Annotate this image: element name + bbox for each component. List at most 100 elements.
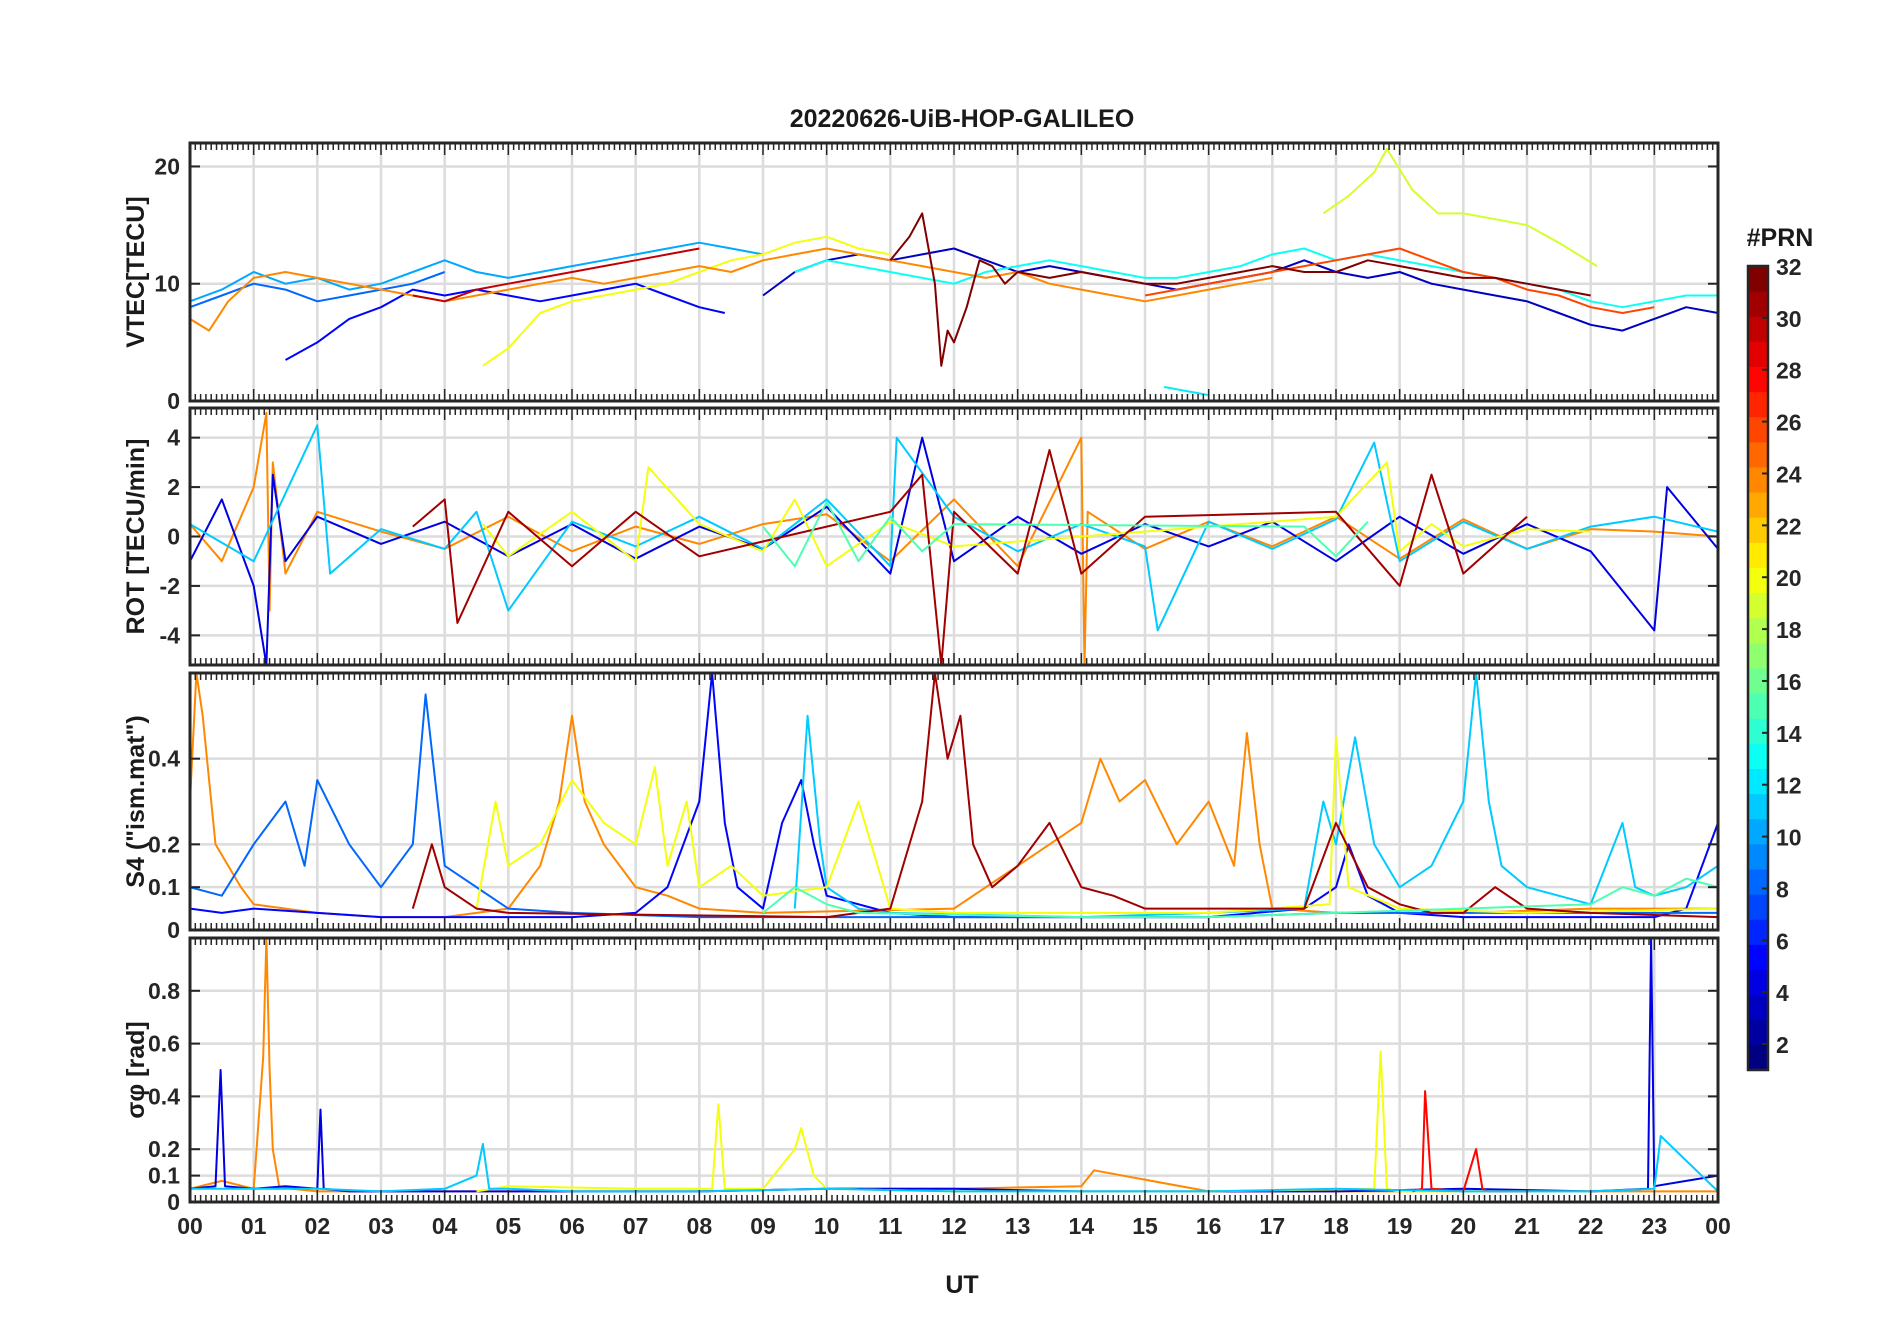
colorbar-segment: [1748, 1044, 1768, 1071]
y-tick-label: -2: [160, 573, 180, 599]
colorbar-tick-label: 30: [1776, 306, 1802, 332]
series-prn-24: [190, 673, 1718, 919]
x-tick-label: 13: [1005, 1213, 1031, 1239]
colorbar-segment: [1748, 994, 1768, 1021]
y-tick-label: 0: [167, 388, 180, 414]
series-prn-24: [190, 247, 1273, 332]
series-prn-5: [190, 673, 1718, 919]
x-tick-label: 04: [432, 1213, 458, 1239]
y-axis-label: VTEC[TECU]: [122, 196, 150, 347]
colorbar-segment: [1748, 718, 1768, 744]
x-tick-label: 19: [1387, 1213, 1413, 1239]
series-prn-4: [190, 436, 1718, 665]
x-tick-label: 18: [1323, 1213, 1349, 1239]
x-tick-label: 00: [1705, 1213, 1731, 1239]
colorbar-tick-label: 10: [1776, 825, 1802, 851]
y-tick-label: 20: [154, 153, 180, 179]
x-tick-label: 23: [1642, 1213, 1668, 1239]
x-tick-label: 21: [1514, 1213, 1540, 1239]
panel-minor-ticks: [189, 673, 1719, 930]
x-tick-label: 03: [368, 1213, 394, 1239]
colorbar-tick-label: 8: [1776, 876, 1789, 902]
colorbar-segment: [1748, 668, 1768, 694]
x-tick-label: 01: [241, 1213, 267, 1239]
colorbar-segment: [1748, 441, 1768, 468]
series-prn-24: [190, 411, 1718, 665]
colorbar-segment: [1748, 517, 1768, 543]
series-prn-20: [475, 736, 1718, 914]
x-tick-label: 14: [1069, 1213, 1095, 1239]
x-tick-label: 20: [1451, 1213, 1477, 1239]
series-prn-8: [190, 271, 446, 309]
chart-title: 20220626-UiB-HOP-GALILEO: [790, 105, 1135, 133]
colorbar-segment: [1748, 693, 1768, 719]
x-tick-label: 02: [305, 1213, 331, 1239]
x-tick-labels: 00 01 02 03 04 05 06 07 08 09 10 11 12 13 14 15 16 17 18 19…: [177, 1213, 1731, 1239]
colorbar-tick-label: 28: [1776, 358, 1802, 384]
colorbar-title: #PRN: [1747, 224, 1814, 252]
y-tick-label: -4: [160, 622, 181, 648]
colorbar-segment: [1748, 969, 1768, 996]
colorbar-segment: [1748, 743, 1768, 769]
series-prn-32: [889, 212, 1591, 367]
panel-series-group: [190, 147, 1718, 397]
y-tick-label: 10: [154, 271, 180, 297]
x-tick-label: 12: [941, 1213, 967, 1239]
panel-grid: [188, 938, 1720, 1204]
panel-series-group: [190, 411, 1718, 665]
y-tick-label: 0.8: [148, 978, 180, 1004]
series-prn-10: [190, 241, 764, 303]
y-axis-label: ROT [TECU/min]: [122, 439, 150, 635]
x-tick-label: 22: [1578, 1213, 1604, 1239]
y-tick-label: 0.4: [148, 1083, 180, 1109]
colorbar-segment: [1748, 542, 1768, 568]
colorbar-segment: [1748, 291, 1768, 317]
x-tick-label: 00: [177, 1213, 203, 1239]
x-tick-label: 10: [814, 1213, 840, 1239]
colorbar-segment: [1748, 316, 1768, 342]
x-tick-label: 08: [687, 1213, 713, 1239]
y-axis-label: σφ [rad]: [122, 1021, 150, 1119]
series-prn-26: [1144, 247, 1655, 314]
series-prn-5: [285, 282, 726, 361]
colorbar-segment: [1748, 492, 1768, 518]
y-tick-label: 2: [167, 474, 180, 500]
y-tick-label: 4: [167, 425, 180, 451]
colorbar-tick-label: 22: [1776, 513, 1802, 539]
panel-s4: 0 0.1 0.2 0.4S4 ("ism.mat"): [122, 671, 1720, 943]
colorbar-tick-label: 12: [1776, 773, 1802, 799]
x-tick-label: 06: [559, 1213, 585, 1239]
colorbar-tick-label: 6: [1776, 928, 1789, 954]
colorbar-tick-label: 26: [1776, 410, 1802, 436]
x-tick-label: 05: [496, 1213, 522, 1239]
panel-minor-ticks: [189, 938, 1719, 1202]
y-tick-label: 0.2: [148, 831, 180, 857]
series-prn-3: [762, 247, 1718, 332]
x-axis-label: UT: [945, 1271, 978, 1299]
colorbar-segment: [1748, 567, 1768, 594]
colorbar-segment: [1748, 818, 1768, 845]
colorbar-tick-label: 4: [1776, 980, 1789, 1006]
x-tick-label: 15: [1132, 1213, 1158, 1239]
x-tick-label: 09: [750, 1213, 776, 1239]
colorbar-segment: [1748, 894, 1768, 920]
colorbar-tick-label: 2: [1776, 1032, 1789, 1058]
x-tick-label: 07: [623, 1213, 649, 1239]
y-tick-label: 0.1: [148, 1163, 180, 1189]
colorbar-tick-label: 18: [1776, 617, 1802, 643]
panel-minor-ticks: [189, 408, 1719, 665]
colorbar-segment: [1748, 416, 1768, 443]
x-tick-label: 16: [1196, 1213, 1222, 1239]
x-tick-label: 17: [1260, 1213, 1286, 1239]
colorbar-tick-label: 32: [1776, 254, 1802, 280]
y-tick-label: 0.1: [148, 874, 180, 900]
panel-minor-ticks: [189, 143, 1719, 401]
y-tick-label: 0.6: [148, 1031, 180, 1057]
series-prn-20: [482, 461, 1591, 568]
panel-grid: [188, 408, 1720, 665]
series-prn-15: [762, 500, 1369, 568]
x-tick-label: 11: [878, 1213, 903, 1239]
